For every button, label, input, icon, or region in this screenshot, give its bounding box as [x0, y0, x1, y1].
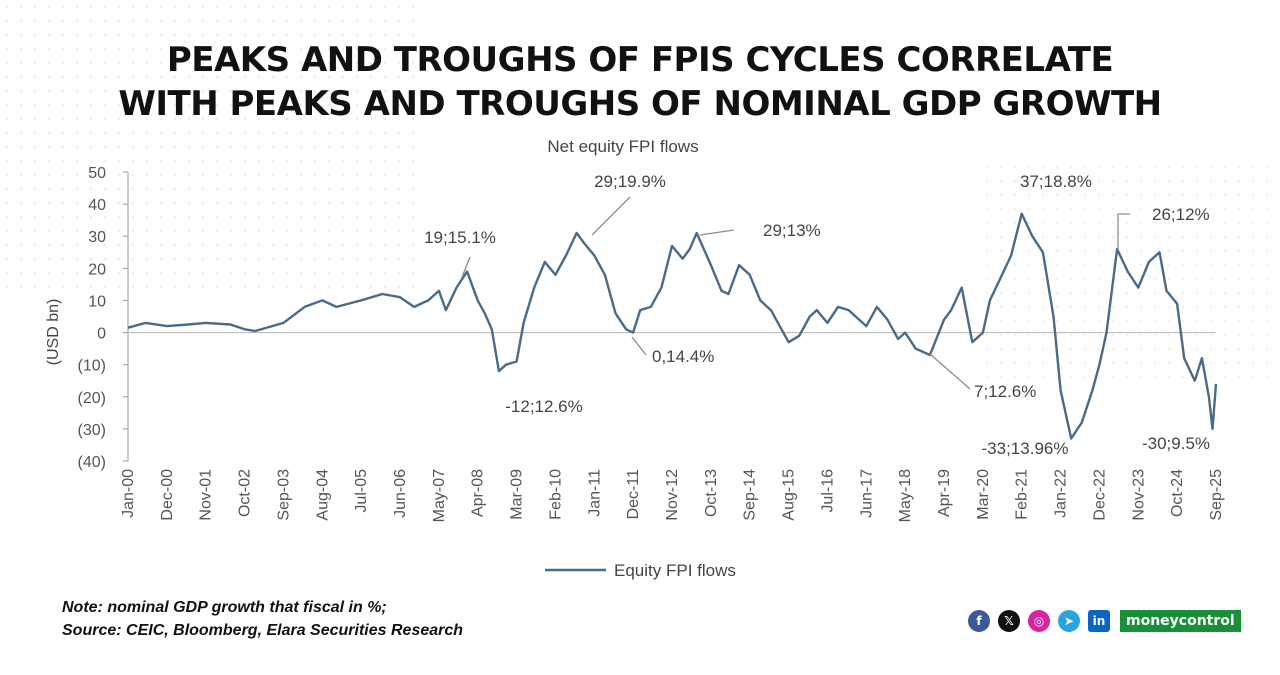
y-tick-label: (30) — [78, 422, 106, 439]
y-tick-label: (10) — [78, 358, 106, 375]
x-tick-label: Apr-08 — [470, 469, 487, 517]
annotation-leader — [631, 336, 647, 356]
y-tick-label: 20 — [88, 261, 106, 278]
x-tick-label: Nov-23 — [1130, 469, 1147, 521]
x-tick-label: Mar-09 — [509, 469, 526, 520]
x-tick-label: Nov-12 — [664, 469, 681, 521]
y-tick-label: 0 — [97, 326, 106, 343]
y-tick-label: 10 — [88, 293, 106, 310]
linkedin-icon[interactable]: in — [1088, 610, 1110, 632]
annotation-leader — [461, 256, 471, 278]
title-line-1: PEAKS AND TROUGHS OF FPIS CYCLES CORRELA… — [166, 40, 1114, 80]
y-tick-label: 40 — [88, 197, 106, 214]
footnote: Note: nominal GDP growth that fiscal in … — [62, 596, 463, 642]
x-tick-label: Aug-04 — [314, 469, 331, 521]
x-axis-ticks: Jan-00 Dec-00 Nov-01 Oct-02 Sep-03 Aug-04 Jul-… — [120, 469, 1225, 522]
x-tick-label: Apr-19 — [936, 469, 953, 517]
annotation-label: 0,14.4% — [652, 347, 714, 366]
legend: Equity FPI flows — [545, 561, 736, 580]
y-tick-label: 30 — [88, 229, 106, 246]
x-tick-label: Jul-05 — [353, 469, 370, 513]
x-tick-label: Sep-03 — [275, 469, 292, 521]
annotation-leader — [929, 353, 971, 390]
x-tick-label: Oct-13 — [703, 469, 720, 517]
x-tick-label: May-07 — [431, 469, 448, 522]
footnote-note: Note: nominal GDP growth that fiscal in … — [62, 599, 387, 616]
x-tick-label: Jan-22 — [1053, 469, 1070, 518]
y-tick-label: (40) — [78, 454, 106, 471]
x-tick-label: Feb-21 — [1014, 469, 1031, 520]
background-dot-pattern — [0, 0, 420, 300]
annotation-label: -30;9.5% — [1142, 434, 1210, 453]
legend-label: Equity FPI flows — [614, 561, 736, 580]
title-line-2: WITH PEAKS AND TROUGHS OF NOMINAL GDP GR… — [118, 84, 1162, 124]
facebook-icon[interactable]: f — [968, 610, 990, 632]
annotation-label: -12;12.6% — [505, 397, 583, 416]
x-tick-label: Dec-11 — [625, 469, 642, 519]
x-tick-label: Dec-00 — [159, 469, 176, 521]
annotation-leader — [699, 229, 735, 236]
telegram-icon[interactable]: ➤ — [1058, 610, 1080, 632]
annotation-label: -33;13.96% — [982, 439, 1069, 458]
annotations: 19;15.1% -12;12.6% 29;19.9% 0,14.4% 29;13% 7;… — [424, 172, 1210, 458]
x-tick-label: Sep-14 — [742, 469, 759, 521]
x-tick-label: Jan-00 — [120, 469, 137, 518]
instagram-icon[interactable]: ◎ — [1028, 610, 1050, 632]
x-tick-label: Jun-17 — [858, 469, 875, 518]
x-tick-label: Jul-16 — [819, 469, 836, 513]
annotation-label: 29;19.9% — [594, 172, 666, 191]
x-icon[interactable]: 𝕏 — [998, 610, 1020, 632]
series-line-equity-fpi-flows — [127, 212, 1218, 440]
x-tick-label: Mar-20 — [975, 469, 992, 520]
background-dot-pattern-right — [980, 160, 1280, 380]
social-bar: f 𝕏 ◎ ➤ in moneycontrol — [968, 610, 1241, 632]
annotation-label: 19;15.1% — [424, 228, 496, 247]
annotation-leader — [1117, 213, 1130, 250]
x-tick-label: Feb-10 — [547, 469, 564, 520]
x-tick-label: Oct-24 — [1169, 469, 1186, 517]
annotation-leader — [591, 196, 631, 236]
x-tick-label: Dec-22 — [1091, 469, 1108, 521]
x-tick-label: Oct-02 — [237, 469, 254, 517]
x-tick-label: Jun-06 — [392, 469, 409, 518]
annotation-label: 7;12.6% — [974, 382, 1036, 401]
x-tick-label: Jan-11 — [586, 469, 603, 517]
annotation-label: 37;18.8% — [1020, 172, 1092, 191]
y-axis-ticks: 50 40 30 20 10 0 (10) (20) (30) (40) — [78, 165, 128, 471]
x-tick-label: Sep-25 — [1208, 469, 1225, 521]
x-tick-label: May-18 — [897, 469, 914, 522]
annotation-label: 26;12% — [1152, 205, 1210, 224]
page-title: PEAKS AND TROUGHS OF FPIS CYCLES CORRELA… — [0, 38, 1280, 126]
y-tick-label: 50 — [88, 165, 106, 182]
x-tick-label: Aug-15 — [781, 469, 798, 521]
y-tick-label: (20) — [78, 390, 106, 407]
line-chart: Net equity FPI flows (USD bn) 50 40 30 20 10… — [45, 137, 1225, 580]
footnote-source: Source: CEIC, Bloomberg, Elara Securitie… — [62, 622, 464, 639]
chart-title: Net equity FPI flows — [547, 137, 698, 156]
y-axis-label: (USD bn) — [45, 299, 62, 366]
annotation-label: 29;13% — [763, 221, 821, 240]
x-tick-label: Nov-01 — [198, 469, 215, 521]
moneycontrol-logo: moneycontrol — [1120, 610, 1241, 632]
